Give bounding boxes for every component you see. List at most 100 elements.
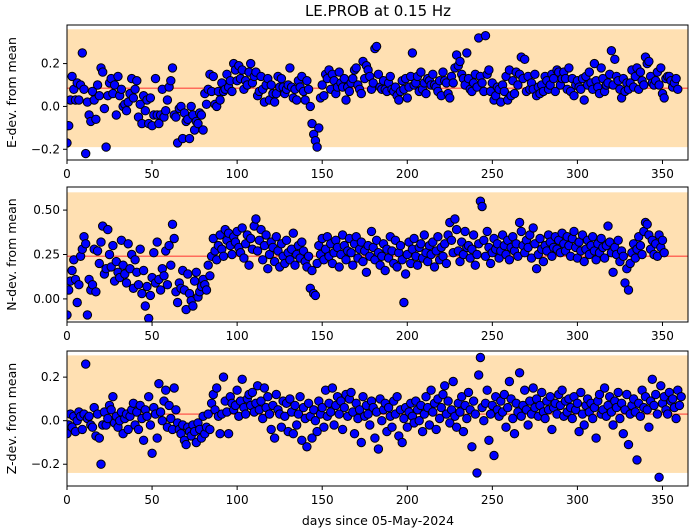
data-point — [499, 86, 509, 97]
data-point — [251, 214, 261, 224]
data-point — [540, 413, 550, 424]
data-point — [67, 121, 74, 131]
data-point — [348, 73, 358, 84]
data-point — [470, 260, 480, 270]
x-tick-label: 350 — [651, 167, 674, 181]
data-point — [164, 240, 174, 251]
data-point — [191, 267, 202, 277]
data-point — [121, 278, 132, 288]
data-point — [84, 411, 94, 421]
data-point — [167, 219, 178, 230]
data-point — [508, 413, 518, 424]
data-point — [639, 80, 649, 90]
data-point — [281, 235, 292, 246]
data-point — [67, 138, 72, 148]
data-point — [679, 0, 687, 4]
x-tick-label: 0 — [63, 167, 71, 181]
data-point — [530, 69, 540, 80]
plot-area — [67, 0, 688, 322]
data-point — [258, 413, 268, 424]
data-point — [443, 396, 453, 406]
data-point — [424, 420, 435, 430]
data-point — [101, 142, 111, 152]
data-point — [451, 422, 462, 432]
data-point — [246, 58, 256, 69]
data-point — [155, 285, 166, 295]
data-point — [77, 48, 88, 58]
data-point — [567, 413, 577, 424]
data-point — [675, 0, 683, 4]
data-point — [399, 413, 409, 424]
data-point — [647, 374, 657, 384]
data-point — [74, 95, 84, 105]
y-tick-label: 0.0 — [41, 99, 60, 113]
data-point — [434, 413, 445, 424]
data-point — [237, 374, 247, 384]
data-point — [674, 400, 685, 411]
data-point — [264, 409, 275, 419]
data-point — [682, 0, 690, 4]
y-tick-label: 0.2 — [41, 370, 60, 384]
data-point — [271, 389, 281, 400]
data-point — [462, 48, 472, 58]
data-point — [269, 433, 280, 443]
data-point — [547, 251, 557, 261]
x-tick-label: 150 — [311, 329, 334, 343]
data-point — [485, 409, 496, 419]
data-point — [397, 437, 407, 448]
data-point — [477, 201, 487, 212]
data-point — [635, 240, 646, 251]
x-tick-label: 200 — [396, 329, 419, 343]
data-point — [302, 442, 312, 452]
data-point — [479, 235, 489, 246]
data-point — [618, 251, 628, 261]
data-point — [400, 269, 411, 279]
data-point — [657, 235, 668, 246]
data-point — [574, 426, 584, 437]
data-point — [276, 422, 287, 432]
data-point — [92, 80, 103, 90]
data-point — [184, 133, 195, 144]
data-point — [365, 420, 375, 430]
data-point — [635, 411, 646, 421]
data-point — [142, 281, 152, 292]
data-point — [373, 69, 384, 80]
data-point — [327, 383, 338, 393]
data-point — [679, 0, 687, 4]
data-point — [468, 230, 479, 240]
data-point — [596, 63, 606, 73]
data-point — [261, 230, 271, 240]
data-point — [414, 416, 424, 426]
data-point — [421, 392, 431, 402]
data-point — [201, 99, 212, 110]
data-point — [244, 260, 254, 270]
data-point — [130, 255, 140, 265]
data-point — [472, 468, 482, 478]
data-point — [675, 0, 683, 4]
data-point — [307, 118, 317, 129]
data-point — [387, 422, 397, 432]
data-point — [344, 86, 355, 97]
data-point — [644, 56, 654, 67]
data-point — [171, 405, 181, 415]
x-tick-label: 250 — [481, 329, 504, 343]
data-point — [366, 226, 377, 237]
data-point — [341, 255, 351, 265]
data-point — [663, 0, 671, 4]
data-point — [516, 226, 526, 237]
panel-east: −0.2 0.0 0.2 0 50 100 150 200 250 300 350 E-dev. fr… — [4, 0, 690, 181]
data-point — [150, 73, 161, 84]
x-tick-label: 0 — [63, 493, 71, 507]
data-point — [300, 95, 310, 105]
data-point — [205, 424, 215, 435]
data-point — [135, 244, 145, 254]
data-point — [104, 249, 115, 260]
data-point — [671, 73, 681, 84]
data-point — [346, 387, 356, 398]
data-point — [654, 80, 664, 90]
data-point — [674, 0, 682, 4]
data-point — [672, 0, 680, 4]
data-point — [528, 383, 538, 393]
data-point — [193, 118, 203, 129]
data-point — [147, 448, 157, 458]
